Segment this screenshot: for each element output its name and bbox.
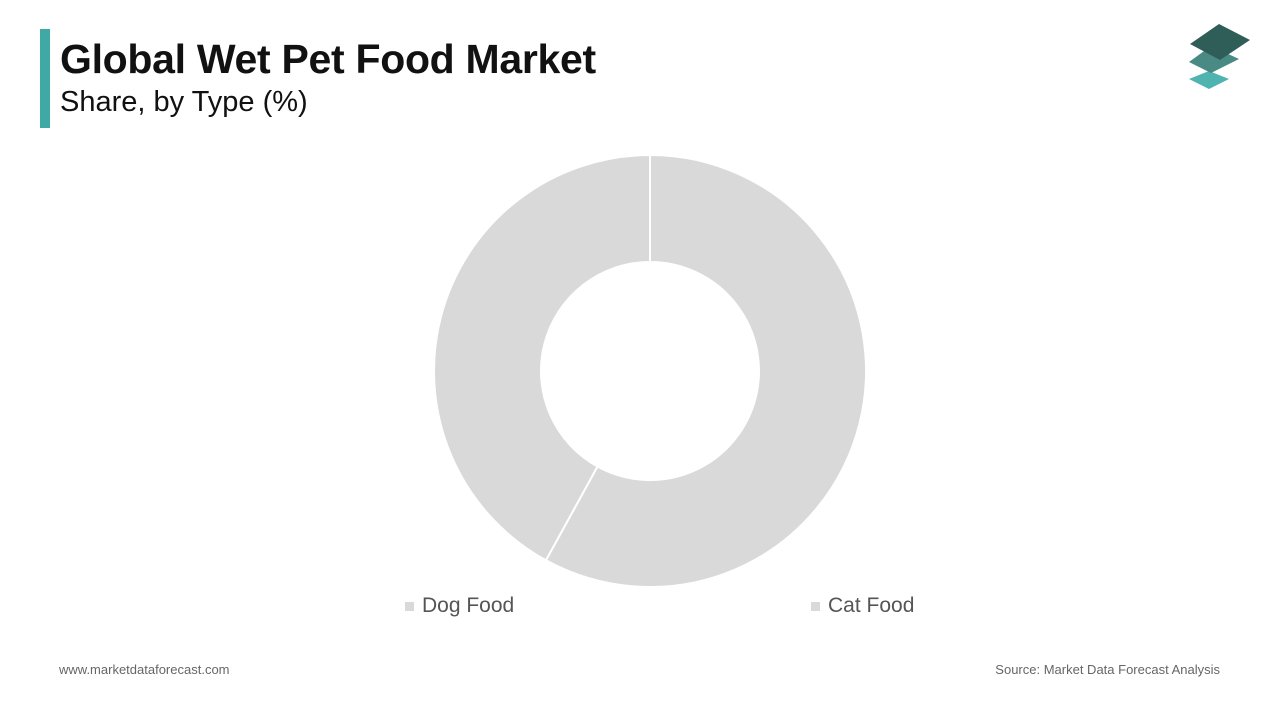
legend-item-dog-food: Dog Food bbox=[405, 594, 514, 618]
legend-swatch-cat-food bbox=[811, 601, 820, 611]
footer-source: Source: Market Data Forecast Analysis bbox=[995, 662, 1220, 677]
layered-diamonds-logo-icon bbox=[1189, 24, 1250, 89]
footer-website: www.marketdataforecast.com bbox=[59, 662, 230, 677]
legend-item-cat-food: Cat Food bbox=[811, 594, 914, 618]
donut-slice-dog-food bbox=[544, 153, 867, 588]
donut-slice-cat-food bbox=[433, 153, 651, 562]
donut-slices bbox=[433, 153, 867, 588]
logo-layer-middle bbox=[1189, 46, 1239, 73]
title-accent-bar bbox=[40, 29, 50, 128]
logo-layer-top bbox=[1190, 24, 1250, 60]
legend-swatch-dog-food bbox=[405, 601, 414, 611]
logo-layer-bottom bbox=[1189, 71, 1229, 89]
chart-title: Global Wet Pet Food Market bbox=[60, 36, 596, 82]
chart-subtitle: Share, by Type (%) bbox=[60, 86, 308, 118]
legend-label-dog-food: Dog Food bbox=[422, 594, 515, 617]
legend-label-cat-food: Cat Food bbox=[828, 594, 915, 617]
